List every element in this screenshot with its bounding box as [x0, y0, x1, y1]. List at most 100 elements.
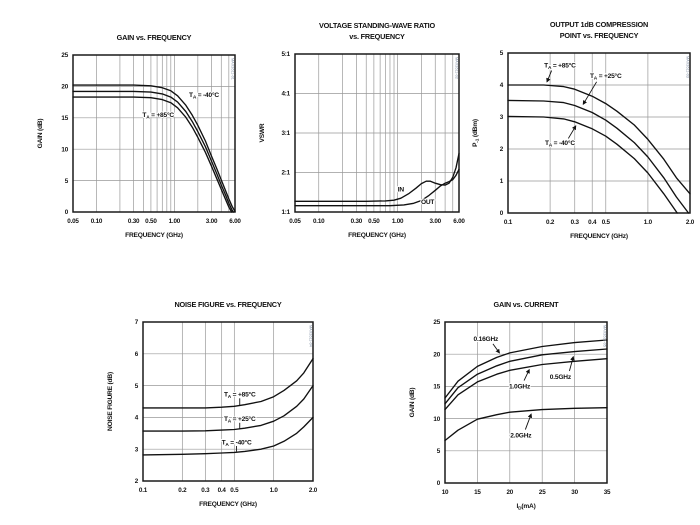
gain-vs-frequency-annotation-label: TA = -40°C — [189, 91, 219, 101]
noise-figure-vs-frequency-xtick: 1.0 — [270, 487, 279, 494]
gain-vs-current-xaxis-label: ID(mA) — [516, 503, 535, 512]
noise-figure-vs-frequency-plot-frame — [142, 321, 314, 482]
noise-figure-vs-frequency-xaxis-label: FREQUENCY (GHz) — [199, 501, 257, 508]
vswr-vs-frequency-ytick: 2:1 — [281, 170, 290, 177]
output-p1db-vs-frequency-annotation-label: TA = -40°C — [545, 139, 575, 149]
gain-vs-frequency-curve-0 — [72, 84, 236, 213]
gain-vs-current-curve-1 — [444, 348, 608, 405]
noise-figure-vs-frequency-annotation-label: TA = -40°C — [222, 438, 252, 448]
output-p1db-vs-frequency-annotation-arrow — [582, 81, 598, 105]
gain-vs-current-grid — [445, 322, 607, 483]
vswr-vs-frequency-ytick: 4:1 — [281, 91, 290, 98]
gain-vs-current-xtick: 35 — [604, 489, 611, 496]
gain-vs-frequency-xtick: 0.50 — [145, 218, 157, 225]
noise-figure-vs-frequency-xtick: 0.1 — [139, 487, 148, 494]
output-p1db-vs-frequency-ytick: 3 — [500, 114, 504, 121]
output-p1db-vs-frequency-curve-1 — [507, 99, 690, 214]
gain-vs-current-ytick: 20 — [433, 351, 440, 358]
vswr-vs-frequency-xtick: 6.00 — [453, 218, 465, 225]
noise-figure-vs-frequency-ytick: 2 — [135, 478, 139, 485]
gain-vs-frequency-annotation-label: TA = +85°C — [142, 111, 174, 121]
gain-vs-current-ytick: 0 — [437, 480, 441, 487]
output-p1db-vs-frequency-yaxis-label: P-1 (dBm) — [472, 119, 481, 147]
gain-vs-frequency-yaxis-label: GAIN (dB) — [37, 119, 44, 149]
output-p1db-vs-frequency-xtick: 0.2 — [546, 219, 555, 226]
gain-vs-current-xtick: 15 — [474, 489, 481, 496]
output-p1db-vs-frequency-annotation-arrow — [546, 70, 553, 83]
output-p1db-vs-frequency-xtick: 2.0 — [686, 219, 695, 226]
gain-vs-current-xtick: 10 — [442, 489, 449, 496]
noise-figure-vs-frequency-annotation-label: TA = +25°C — [224, 415, 256, 425]
vswr-vs-frequency-curve-0 — [294, 152, 460, 202]
chart-output-p1db-vs-frequency: 0.1 0.2 0.3 0.4 0.5 1.0 2.0 0 1 2 3 4 5 OUTPUT 1dB CO… — [472, 20, 695, 240]
gain-vs-current-annotation-arrow — [523, 368, 530, 381]
noise-figure-vs-frequency-xtick: 0.5 — [230, 487, 239, 494]
gain-vs-current-curve-2 — [444, 358, 608, 411]
gain-vs-current-plot-frame — [444, 321, 608, 484]
gain-vs-current-ytick: 5 — [437, 448, 441, 455]
gain-vs-frequency-ytick: 25 — [61, 52, 68, 59]
vswr-vs-frequency-xtick: 1.00 — [392, 218, 404, 225]
noise-figure-vs-frequency-ytick: 5 — [135, 383, 139, 390]
gain-vs-frequency-plot-frame — [72, 54, 236, 213]
gain-vs-current-curve-3 — [444, 407, 608, 442]
vswr-vs-frequency-ytick: 5:1 — [281, 51, 290, 58]
output-p1db-vs-frequency-annotation-arrow — [567, 125, 577, 139]
vswr-vs-frequency-xtick: 0.50 — [368, 218, 380, 225]
output-p1db-vs-frequency-ytick: 4 — [500, 82, 504, 89]
gain-vs-frequency-xtick: 0.05 — [67, 218, 79, 225]
gain-vs-frequency-xaxis-label: FREQUENCY (GHz) — [125, 232, 183, 239]
chart-gain-vs-current: 10 15 20 25 30 35 0 5 10 15 20 25 GAIN vs. CURRENT ID… — [409, 300, 611, 512]
gain-vs-current-annotation-label: 2.0GHz — [510, 433, 532, 440]
gain-vs-frequency-plot-code: MAX2611-01 — [231, 58, 235, 80]
gain-vs-current-annotation-arrow — [492, 343, 500, 354]
output-p1db-vs-frequency-ytick: 2 — [500, 146, 504, 153]
noise-figure-vs-frequency-xtick: 2.0 — [309, 487, 318, 494]
noise-figure-vs-frequency-curve-1 — [142, 384, 314, 432]
gain-vs-frequency-ytick: 10 — [61, 146, 68, 153]
vswr-vs-frequency-xtick: 0.05 — [289, 218, 301, 225]
output-p1db-vs-frequency-curve-0 — [507, 84, 691, 195]
output-p1db-vs-frequency-ytick: 1 — [500, 178, 504, 185]
gain-vs-current-xtick: 30 — [571, 489, 578, 496]
gain-vs-current-ytick: 15 — [433, 384, 440, 391]
chart-vswr-vs-frequency: 0.05 0.10 0.30 0.50 1.00 3.00 6.00 1:1 2:1 3:1 4:1… — [259, 21, 466, 239]
vswr-vs-frequency-plot-code: MAX2611-02 — [455, 57, 459, 79]
gain-vs-frequency-title: GAIN vs. FREQUENCY — [117, 33, 192, 42]
noise-figure-vs-frequency-curve-2 — [142, 416, 314, 456]
output-p1db-vs-frequency-ytick: 5 — [500, 50, 504, 57]
vswr-vs-frequency-yaxis-label: VSWR — [259, 123, 266, 142]
gain-vs-current-annotation-label: 0.16GHz — [474, 336, 500, 343]
vswr-vs-frequency-annotation-label: IN — [398, 187, 405, 194]
output-p1db-vs-frequency-plot-frame — [507, 52, 691, 214]
noise-figure-vs-frequency-xtick: 0.3 — [201, 487, 210, 494]
output-p1db-vs-frequency-xtick: 1.0 — [644, 219, 653, 226]
gain-vs-current-yaxis-label: GAIN (dB) — [409, 388, 416, 418]
gain-vs-frequency-ytick: 0 — [65, 209, 69, 216]
vswr-vs-frequency-curve-1 — [294, 168, 460, 207]
output-p1db-vs-frequency-xtick: 0.3 — [571, 219, 580, 226]
output-p1db-vs-frequency-xtick: 0.4 — [588, 219, 597, 226]
noise-figure-vs-frequency-plot-code: MAX2611-04 — [309, 325, 313, 347]
chart-noise-figure-vs-frequency: 0.1 0.2 0.3 0.4 0.5 1.0 2.0 2 3 4 5 6 7 NOISE FIGURE … — [107, 300, 318, 508]
vswr-vs-frequency-title: vs. FREQUENCY — [349, 32, 405, 41]
output-p1db-vs-frequency-xtick: 0.1 — [504, 219, 513, 226]
gain-vs-frequency-curve-1 — [72, 90, 234, 213]
output-p1db-vs-frequency-title: POINT vs. FREQUENCY — [560, 31, 639, 40]
vswr-vs-frequency-ytick: 3:1 — [281, 130, 290, 137]
gain-vs-frequency-xtick: 0.10 — [91, 218, 103, 225]
gain-vs-frequency-xtick: 3.00 — [206, 218, 218, 225]
chart-gain-vs-frequency: 0.05 0.10 0.30 0.50 1.00 3.00 6.00 0 5 10 15 20 25 GA… — [37, 33, 242, 239]
noise-figure-vs-frequency-xtick: 0.2 — [178, 487, 187, 494]
vswr-vs-frequency-grid — [295, 54, 459, 212]
gain-vs-frequency-grid — [73, 55, 235, 212]
gain-vs-frequency-ytick: 5 — [65, 178, 69, 185]
gain-vs-frequency-ytick: 15 — [61, 115, 68, 122]
output-p1db-vs-frequency-plot-code: MAX2611-03 — [686, 56, 690, 78]
vswr-vs-frequency-title: VOLTAGE STANDING-WAVE RATIO — [319, 21, 435, 30]
output-p1db-vs-frequency-xtick: 0.5 — [602, 219, 611, 226]
gain-vs-frequency-xtick: 1.00 — [169, 218, 181, 225]
vswr-vs-frequency-xtick: 3.00 — [430, 218, 442, 225]
